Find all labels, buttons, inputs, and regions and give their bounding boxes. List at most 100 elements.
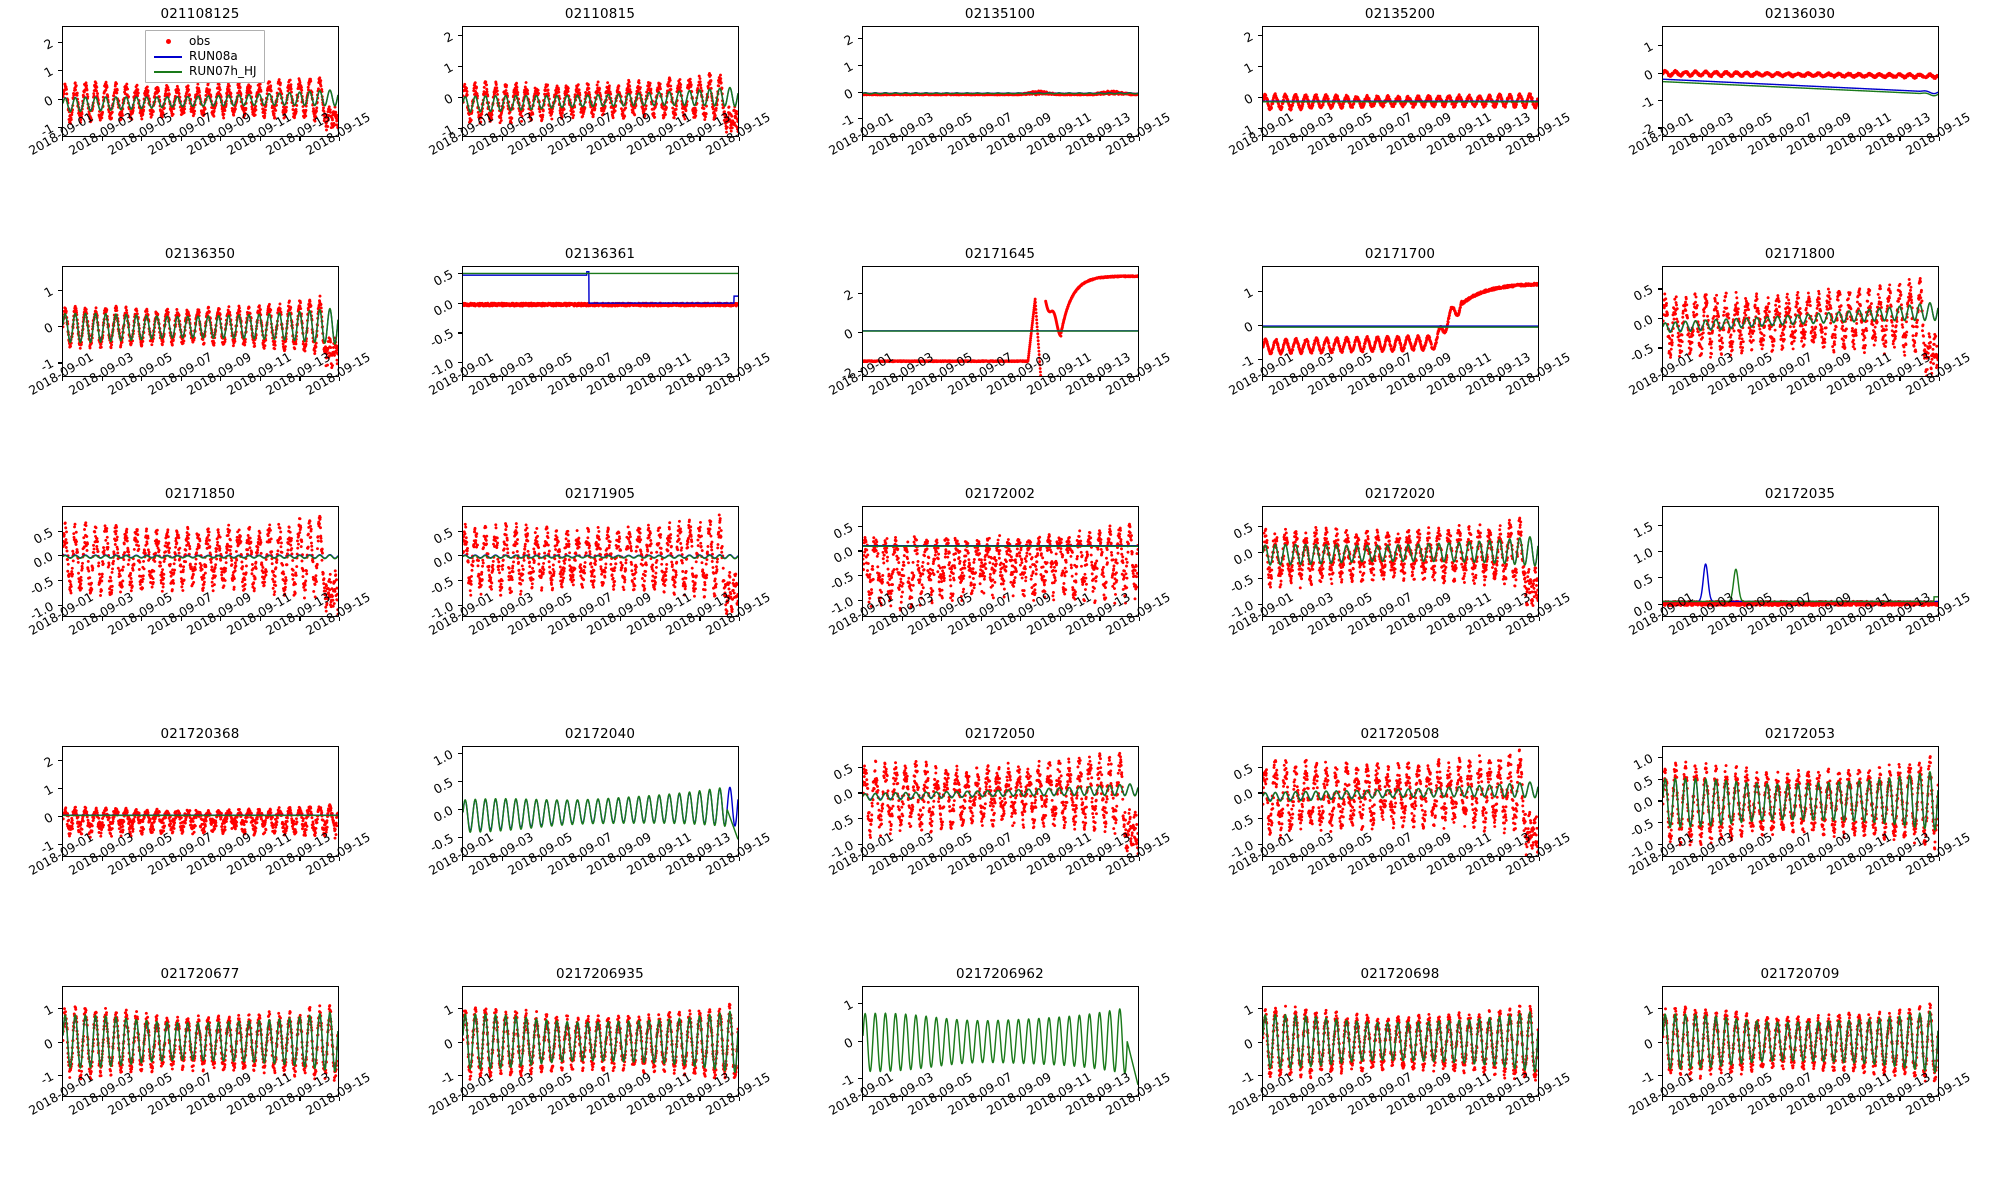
y-tick-label: 2 [841, 31, 855, 48]
y-tick-label: 1 [1641, 1001, 1655, 1018]
y-axis: -1 0 1 2 [1200, 26, 1258, 137]
series-line-run07h [1663, 1011, 1938, 1072]
x-axis: 2018-09-01 2018-09-03 2018-09-05 2018-09-07… [1262, 617, 1539, 707]
panel-title: 02172040 [400, 726, 800, 742]
subplot-panel: 02172053 -1.0 -0.5 0.0 0.5 1.0 2018-09-01 2018-… [1600, 720, 2000, 960]
subplot-panel: 02136350 -1 0 1 2018-09-01 2018-09-03 2018-09-… [0, 240, 400, 480]
panel-title: 02136030 [1600, 6, 2000, 22]
subplot-panel: 02171645 -2 0 2 2018-09-01 2018-09-03 2018-09-… [800, 240, 1200, 480]
y-tick-label: 1.0 [1631, 544, 1656, 567]
panel-title: 02172020 [1200, 486, 1600, 502]
panel-title: 02172053 [1600, 726, 2000, 742]
x-axis: 2018-09-01 2018-09-03 2018-09-05 2018-09-07… [62, 617, 339, 707]
x-axis: 2018-09-01 2018-09-03 2018-09-05 2018-09-07… [62, 137, 339, 227]
y-axis: -1.0 -0.5 0.0 0.5 [0, 506, 58, 617]
y-tick-label: -0.5 [1227, 812, 1256, 837]
y-axis: -0.5 0.0 0.5 1.0 [400, 746, 458, 857]
subplot-panel: 021720677 -1 0 1 2018-09-01 2018-09-03 2018-09… [0, 960, 400, 1200]
y-tick-label: 0.0 [1631, 311, 1656, 334]
y-axis: -1 0 1 [1600, 986, 1658, 1097]
panel-title: 02135200 [1200, 6, 1600, 22]
legend-line-icon [151, 71, 185, 73]
panel-title: 02171905 [400, 486, 800, 502]
legend-entry: RUN07h_HJ [151, 64, 257, 79]
y-tick-label: 0.0 [431, 296, 456, 319]
panel-title: 021720508 [1200, 726, 1600, 742]
subplot-panel: 02172002 -1.0 -0.5 0.0 0.5 2018-09-01 2018-09-… [800, 480, 1200, 720]
y-tick-label: 1 [41, 1001, 55, 1018]
y-tick-label: -1 [437, 1069, 455, 1088]
subplot-panel: 02135100 -1 0 1 2 2018-09-01 2018-09-03 2018-09… [800, 0, 1200, 240]
y-tick-label: 1 [41, 63, 55, 80]
y-tick-label: 0.0 [1231, 786, 1256, 809]
obs-scatter-path [1263, 282, 1538, 356]
y-axis: -1 0 1 [1200, 986, 1258, 1097]
y-tick-label: -1 [37, 1069, 55, 1088]
subplot-panel: 02172040 -0.5 0.0 0.5 1.0 2018-09-01 2018-09-0… [400, 720, 800, 960]
legend-label: RUN07h_HJ [185, 64, 257, 79]
y-tick-label: 0 [841, 326, 855, 343]
panel-title: 021720368 [0, 726, 400, 742]
series-line-run07h [1663, 82, 1938, 96]
y-tick-label: 0 [441, 1035, 455, 1052]
x-axis: 2018-09-01 2018-09-03 2018-09-05 2018-09-07… [1262, 1097, 1539, 1187]
legend-entry: RUN08a [151, 49, 257, 64]
y-tick-label: 0 [41, 319, 55, 336]
y-tick-label: 2 [41, 753, 55, 770]
y-axis: -2 -1 0 1 [1600, 26, 1658, 137]
subplot-panel: 021720698 -1 0 1 2018-09-01 2018-09-03 2018-09… [1200, 960, 1600, 1200]
subplot-panel: 02172020 -1.0 -0.5 0.0 0.5 2018-09-01 2018-09-… [1200, 480, 1600, 720]
y-tick-label: 0.0 [831, 544, 856, 567]
y-tick-label: 0 [41, 810, 55, 827]
y-tick-label: 0 [1641, 1035, 1655, 1052]
y-tick-label: 0 [1241, 1035, 1255, 1052]
panel-title: 02172002 [800, 486, 1200, 502]
x-axis: 2018-09-01 2018-09-03 2018-09-05 2018-09-07… [862, 1097, 1139, 1187]
y-tick-label: -1 [837, 1072, 855, 1091]
panel-title: 02136361 [400, 246, 800, 262]
y-tick-label: 1 [41, 782, 55, 799]
y-tick-label: 0.0 [431, 802, 456, 825]
y-tick-label: -0.5 [1627, 816, 1656, 841]
subplot-panel: 02171800 -0.5 0.0 0.5 2018-09-01 2018-09-03 20… [1600, 240, 2000, 480]
panel-title: 02172050 [800, 726, 1200, 742]
y-tick-label: 2 [841, 287, 855, 304]
y-axis: -1 0 1 [1200, 266, 1258, 377]
y-axis: -1 0 1 2 [400, 26, 458, 137]
subplot-panel: 021720508 -1.0 -0.5 0.0 0.5 2018-09-01 2018-09… [1200, 720, 1600, 960]
legend-dot-icon [151, 39, 185, 44]
y-tick-label: 1.0 [431, 746, 456, 769]
panel-title: 0217206935 [400, 966, 800, 982]
y-tick-label: 0.0 [31, 549, 56, 572]
y-tick-label: -0.5 [827, 812, 856, 837]
panel-title: 02136350 [0, 246, 400, 262]
legend: obs RUN08a RUN07h_HJ [145, 30, 265, 83]
x-axis: 2018-09-01 2018-09-03 2018-09-05 2018-09-07… [862, 377, 1139, 467]
y-axis: -1.0 -0.5 0.0 0.5 [800, 506, 858, 617]
y-tick-label: 0.5 [1631, 772, 1656, 795]
series-line-run08a [1663, 79, 1938, 93]
y-tick-label: 1 [1241, 1001, 1255, 1018]
subplot-panel: 02171850 -1.0 -0.5 0.0 0.5 2018-09-01 2018-09-… [0, 480, 400, 720]
y-tick-label: 0 [841, 85, 855, 102]
y-tick-label: 0.5 [31, 524, 56, 547]
y-tick-label: 0.5 [431, 524, 456, 547]
subplot-panel: 02135200 -1 0 1 2 2018-09-01 2018-09-03 2018-09… [1200, 0, 1600, 240]
subplot-panel: 0217206962 -1 0 1 2018-09-01 2018-09-03 2018-0… [800, 960, 1200, 1200]
legend-label: obs [185, 34, 210, 49]
subplot-panel: 02110815 -1 0 1 2 2018-09-01 2018-09-03 2018-09… [400, 0, 800, 240]
panel-title: 02172035 [1600, 486, 2000, 502]
y-tick-label: -1 [1237, 1069, 1255, 1088]
subplot-panel: 02171905 -1.0 -0.5 0.0 0.5 2018-09-01 2018-09-… [400, 480, 800, 720]
y-tick-label: 2 [1241, 29, 1255, 46]
y-tick-label: -0.5 [427, 573, 456, 598]
panel-title: 02135100 [800, 6, 1200, 22]
y-tick-label: 0 [441, 90, 455, 107]
panel-title: 02171850 [0, 486, 400, 502]
x-axis: 2018-09-01 2018-09-03 2018-09-05 2018-09-07… [1662, 377, 1939, 467]
y-tick-label: 0.0 [431, 549, 456, 572]
y-axis: 0.0 0.5 1.0 1.5 [1600, 506, 1658, 617]
y-tick-label: 1 [1241, 59, 1255, 76]
y-tick-label: 0 [1241, 318, 1255, 335]
y-axis: -1.0 -0.5 0.0 0.5 [1200, 506, 1258, 617]
